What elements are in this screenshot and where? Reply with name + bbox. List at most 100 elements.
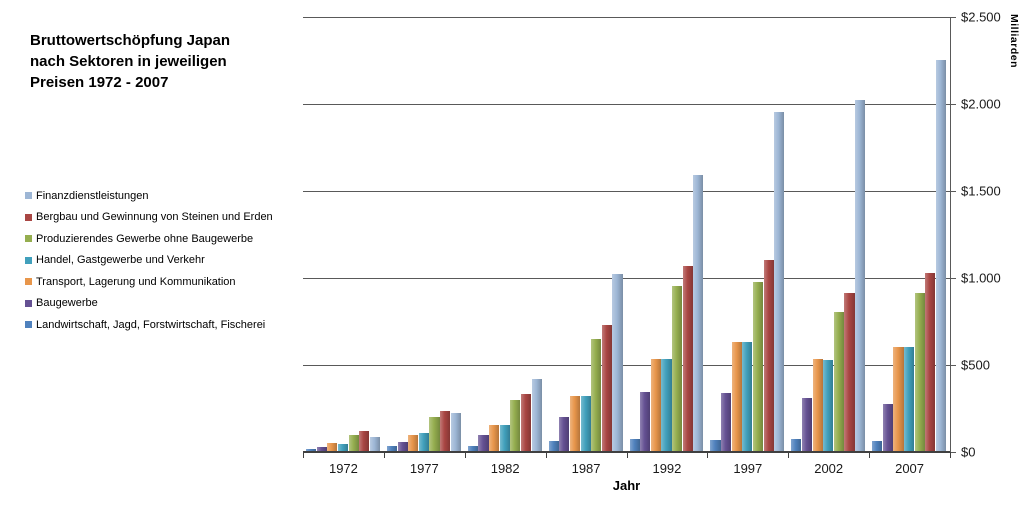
bar-produzierendes-1972 (348, 435, 359, 452)
bar-bergbau-1987 (601, 325, 612, 452)
y-axis-title: Milliarden (1008, 14, 1020, 69)
bar-bergbau-1992 (682, 266, 693, 452)
legend-label: Bergbau und Gewinnung von Steinen und Er… (36, 211, 273, 224)
y-axis-tick (946, 364, 956, 366)
bar-baugewerbe-1997 (721, 393, 732, 452)
legend-label: Landwirtschaft, Jagd, Forstwirtschaft, F… (36, 318, 266, 331)
bar-baugewerbe-1992 (640, 392, 651, 452)
bar-baugewerbe-1977 (397, 442, 408, 452)
gridline (303, 277, 950, 279)
y-tick-label: $1.000 (961, 270, 1001, 286)
bar-bergbau-2002 (844, 293, 855, 452)
bar-produzierendes-1997 (752, 281, 763, 452)
bar-transport-1992 (650, 359, 661, 452)
x-axis-tick (626, 452, 628, 458)
bar-bergbau-1997 (763, 260, 774, 452)
bar-produzierendes-1992 (672, 285, 683, 452)
bar-produzierendes-1977 (429, 416, 440, 452)
bar-bergbau-1982 (520, 393, 531, 452)
bar-baugewerbe-1987 (559, 417, 570, 452)
legend-swatch-finanz (25, 192, 32, 200)
bar-handel-1977 (418, 433, 429, 452)
bar-finanz-1982 (531, 379, 542, 452)
gridline (303, 103, 950, 105)
x-axis-tick (303, 452, 304, 458)
legend-item-finanz: Finanzdienstleistungen (25, 185, 295, 207)
bar-landwirtschaft-1977 (386, 445, 397, 452)
x-tick-label: 1997 (733, 461, 763, 476)
x-axis-title: Jahr (612, 478, 641, 493)
bar-produzierendes-2007 (914, 292, 925, 452)
x-tick-label: 1987 (571, 461, 601, 476)
bar-bergbau-1972 (359, 430, 370, 452)
legend-swatch-landwirtschaft (25, 321, 32, 329)
bar-landwirtschaft-1997 (710, 439, 721, 452)
legend-item-baugewerbe: Baugewerbe (25, 293, 295, 315)
x-axis-tick (950, 452, 951, 458)
bar-landwirtschaft-1987 (548, 441, 559, 452)
bar-transport-2007 (893, 347, 904, 452)
y-tick-label: $1.500 (961, 183, 1001, 199)
bar-produzierendes-1987 (591, 339, 602, 452)
bar-handel-1972 (337, 443, 348, 452)
legend-label: Baugewerbe (36, 297, 98, 310)
bar-transport-1977 (408, 435, 419, 452)
x-axis-tick (869, 452, 871, 458)
bar-finanz-2002 (855, 100, 866, 452)
x-axis-tick (788, 452, 790, 458)
legend-label: Produzierendes Gewerbe ohne Baugewerbe (36, 232, 254, 245)
bar-landwirtschaft-1992 (629, 438, 640, 452)
legend-item-landwirtschaft: Landwirtschaft, Jagd, Forstwirtschaft, F… (25, 314, 295, 336)
bar-transport-1997 (731, 342, 742, 452)
bar-finanz-2007 (935, 60, 946, 452)
x-tick-label: 1977 (409, 461, 439, 476)
x-axis-tick (464, 452, 466, 458)
legend: Finanzdienstleistungen Bergbau und Gewinn… (25, 185, 295, 336)
bar-landwirtschaft-2007 (872, 440, 883, 452)
x-axis-tick (545, 452, 547, 458)
legend-swatch-produzierendes (25, 235, 32, 243)
bar-handel-1997 (742, 342, 753, 452)
gridline (303, 16, 950, 18)
legend-item-transport: Transport, Lagerung und Kommunikation (25, 271, 295, 293)
bar-produzierendes-2002 (833, 311, 844, 452)
bar-bergbau-1977 (440, 411, 451, 452)
bar-transport-1987 (569, 396, 580, 452)
y-axis-tick (946, 16, 956, 18)
legend-label: Handel, Gastgewerbe und Verkehr (36, 254, 205, 267)
legend-label: Transport, Lagerung und Kommunikation (36, 275, 236, 288)
bar-landwirtschaft-2002 (791, 439, 802, 452)
bar-transport-1982 (489, 424, 500, 452)
bar-landwirtschaft-1982 (467, 445, 478, 452)
legend-swatch-baugewerbe (25, 299, 32, 307)
x-tick-label: 1992 (652, 461, 682, 476)
bar-baugewerbe-1972 (316, 446, 327, 452)
x-tick-label: 2002 (814, 461, 844, 476)
y-axis-tick (946, 277, 956, 279)
gridline (303, 190, 950, 192)
bar-handel-2002 (823, 360, 834, 452)
bar-finanz-1992 (693, 175, 704, 452)
y-tick-label: $2.000 (961, 96, 1001, 112)
gridline (303, 364, 950, 366)
bar-baugewerbe-1982 (478, 435, 489, 452)
legend-item-bergbau: Bergbau und Gewinnung von Steinen und Er… (25, 207, 295, 229)
y-tick-label: $500 (961, 357, 990, 373)
legend-swatch-handel (25, 256, 32, 264)
legend-swatch-transport (25, 278, 32, 286)
legend-label: Finanzdienstleistungen (36, 189, 149, 202)
y-tick-label: $0 (961, 444, 976, 460)
y-axis (950, 16, 951, 452)
bar-baugewerbe-2002 (801, 398, 812, 452)
bar-handel-1992 (661, 359, 672, 452)
legend-item-produzierendes: Produzierendes Gewerbe ohne Baugewerbe (25, 228, 295, 250)
bar-handel-1982 (499, 424, 510, 452)
x-tick-label: 1972 (328, 461, 358, 476)
y-axis-tick (946, 190, 956, 192)
bar-finanz-1997 (774, 112, 785, 452)
bar-bergbau-2007 (925, 272, 936, 452)
bar-handel-2007 (904, 347, 915, 452)
x-tick-label: 1982 (490, 461, 520, 476)
